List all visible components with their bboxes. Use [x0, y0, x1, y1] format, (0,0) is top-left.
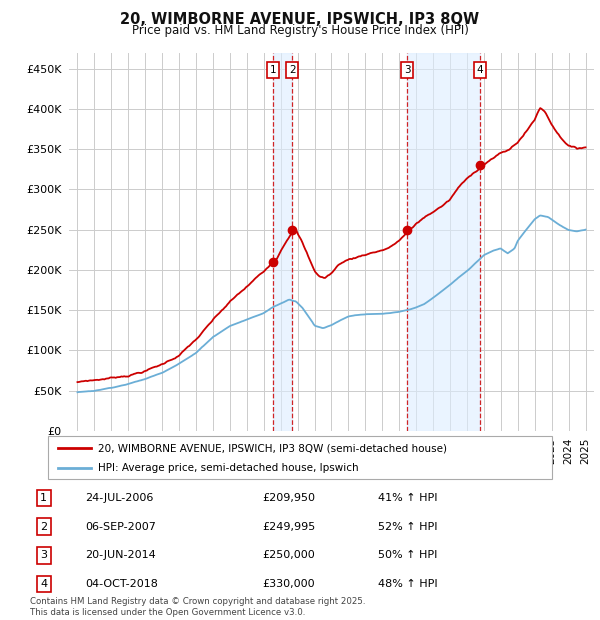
Text: 04-OCT-2018: 04-OCT-2018 — [85, 579, 158, 589]
Text: 1: 1 — [40, 493, 47, 503]
Text: 3: 3 — [40, 551, 47, 560]
Text: 48% ↑ HPI: 48% ↑ HPI — [378, 579, 437, 589]
Text: 24-JUL-2006: 24-JUL-2006 — [85, 493, 154, 503]
Text: 1: 1 — [270, 64, 277, 75]
FancyBboxPatch shape — [48, 436, 552, 479]
Text: 41% ↑ HPI: 41% ↑ HPI — [378, 493, 437, 503]
Text: £250,000: £250,000 — [262, 551, 314, 560]
Bar — [273, 53, 292, 431]
Text: Price paid vs. HM Land Registry's House Price Index (HPI): Price paid vs. HM Land Registry's House … — [131, 24, 469, 37]
Text: 52% ↑ HPI: 52% ↑ HPI — [378, 521, 437, 531]
Text: 2: 2 — [40, 521, 47, 531]
Text: £249,995: £249,995 — [262, 521, 315, 531]
Text: 3: 3 — [404, 64, 410, 75]
Text: 20-JUN-2014: 20-JUN-2014 — [85, 551, 156, 560]
Text: 4: 4 — [40, 579, 47, 589]
Text: £209,950: £209,950 — [262, 493, 315, 503]
Text: 50% ↑ HPI: 50% ↑ HPI — [378, 551, 437, 560]
Text: 20, WIMBORNE AVENUE, IPSWICH, IP3 8QW: 20, WIMBORNE AVENUE, IPSWICH, IP3 8QW — [121, 12, 479, 27]
Bar — [407, 53, 480, 431]
Text: 4: 4 — [476, 64, 483, 75]
Text: Contains HM Land Registry data © Crown copyright and database right 2025.
This d: Contains HM Land Registry data © Crown c… — [30, 598, 365, 617]
Text: 06-SEP-2007: 06-SEP-2007 — [85, 521, 156, 531]
Text: HPI: Average price, semi-detached house, Ipswich: HPI: Average price, semi-detached house,… — [98, 463, 359, 473]
Text: 2: 2 — [289, 64, 296, 75]
Text: £330,000: £330,000 — [262, 579, 314, 589]
Text: 20, WIMBORNE AVENUE, IPSWICH, IP3 8QW (semi-detached house): 20, WIMBORNE AVENUE, IPSWICH, IP3 8QW (s… — [98, 443, 448, 453]
